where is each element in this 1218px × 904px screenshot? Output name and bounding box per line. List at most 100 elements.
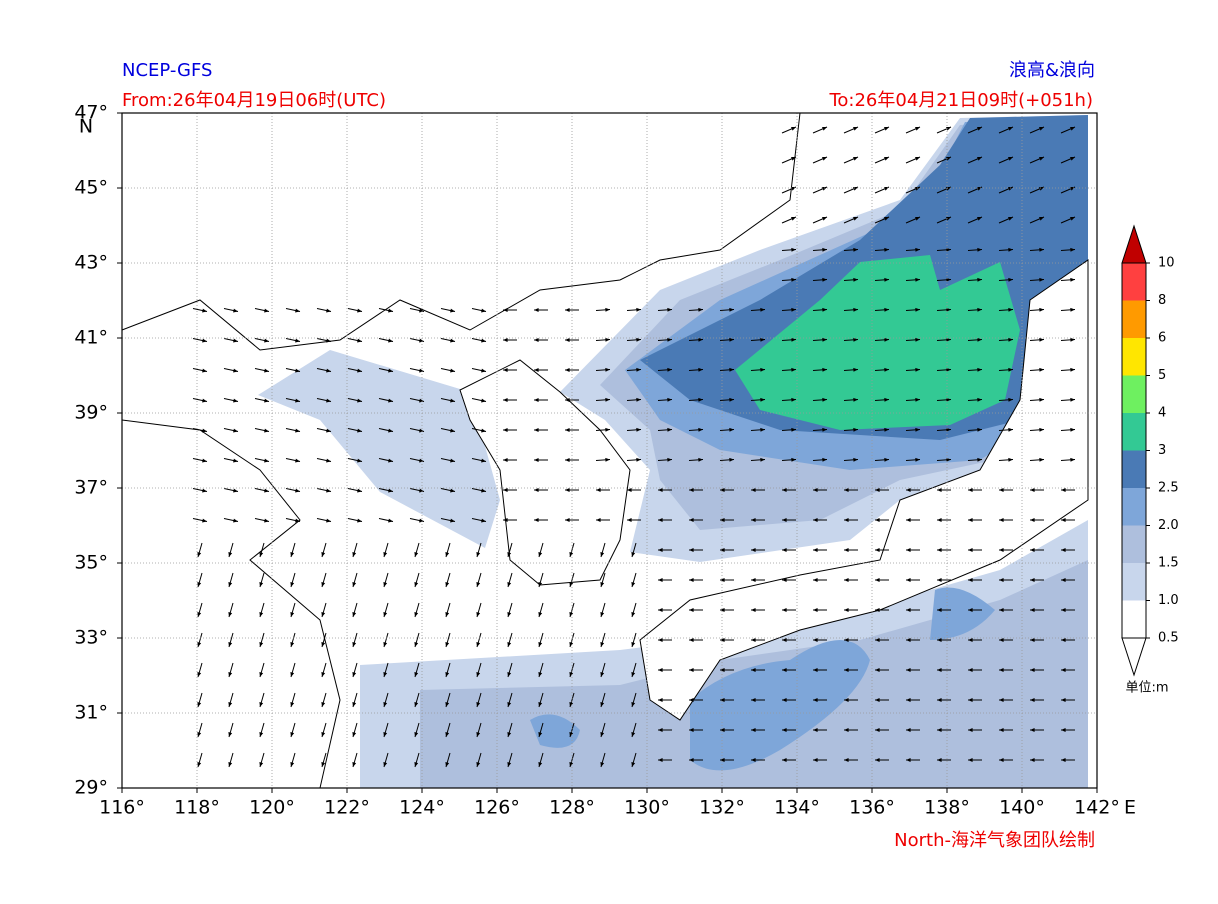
arrow-head [507, 642, 512, 647]
arrow-head [915, 127, 920, 131]
init-time: From:26年04月19日06时(UTC) [122, 90, 386, 111]
arrow-head [534, 368, 539, 372]
arrow-head [419, 308, 424, 313]
arrow-head [658, 518, 663, 522]
arrow-head [197, 582, 202, 587]
arrow-head [658, 608, 663, 612]
arrow-head [667, 337, 672, 342]
arrow-head [760, 457, 765, 462]
arrow-head [751, 518, 756, 522]
arrow-head [968, 638, 973, 642]
arrow-head [689, 668, 694, 672]
arrow-head [197, 612, 202, 617]
arrow-head [946, 457, 951, 462]
arrow-head [906, 578, 911, 582]
arrow-head [853, 127, 858, 131]
arrow-head [667, 427, 672, 432]
arrow-head [689, 638, 694, 642]
colorbar-label: 2.0 [1158, 518, 1179, 533]
colorbar-segment [1122, 563, 1146, 601]
arrow-head [751, 758, 756, 762]
arrow-head [202, 308, 207, 313]
arrow-head [295, 398, 300, 403]
arrow-head [636, 367, 641, 372]
arrow-head [915, 157, 920, 161]
arrow-head [605, 427, 610, 432]
arrow-head [569, 552, 574, 557]
arrow-head [822, 217, 827, 221]
arrow-head [631, 552, 636, 557]
arrow-head [259, 612, 264, 617]
arrow-head [631, 732, 636, 737]
arrow-head [822, 247, 827, 252]
arrow-head [1008, 307, 1013, 312]
arrow-head [450, 458, 455, 463]
arrow-head [844, 698, 849, 702]
arrow-head [906, 548, 911, 552]
arrow-head [202, 458, 207, 463]
arrow-head [1039, 337, 1044, 342]
arrow-head [977, 397, 982, 402]
arrow-head [383, 612, 388, 617]
arrow-head [968, 698, 973, 702]
arrow-head [853, 247, 858, 252]
arrow-head [782, 638, 787, 642]
arrow-head [476, 582, 481, 587]
arrow-head [1030, 548, 1035, 552]
arrow-head [450, 368, 455, 373]
arrow-head [445, 732, 450, 737]
arrow-head [1008, 367, 1013, 372]
arrow-head [977, 127, 982, 131]
y-tick-label: 43° [74, 252, 108, 274]
colorbar-segment [1122, 375, 1146, 413]
arrow-head [636, 457, 641, 462]
arrow-head [1061, 668, 1066, 672]
arrow-head [813, 488, 818, 492]
arrow-head [636, 307, 641, 312]
arrow-head [1030, 488, 1035, 492]
arrow-head [751, 698, 756, 702]
arrow-head [689, 758, 694, 762]
colorbar-segment [1122, 413, 1146, 451]
arrow-head [414, 672, 419, 677]
arrow-head [1061, 728, 1066, 732]
arrow-head [999, 488, 1004, 492]
arrow-head [321, 762, 326, 767]
arrow-head [999, 638, 1004, 642]
arrow-head [326, 488, 331, 493]
arrow-head [906, 638, 911, 642]
arrow-head [884, 367, 889, 372]
arrow-head [906, 488, 911, 492]
arrow-head [295, 458, 300, 463]
arrow-head [352, 762, 357, 767]
arrow-head [875, 548, 880, 552]
arrow-head [414, 702, 419, 707]
arrow-head [1070, 127, 1075, 131]
arrow-head [419, 398, 424, 403]
arrow-head [884, 157, 889, 161]
arrow-head [1070, 427, 1075, 432]
arrow-head [791, 427, 796, 432]
arrow-head [968, 488, 973, 492]
arrow-head [853, 277, 858, 282]
arrow-head [357, 308, 362, 313]
arrow-head [844, 668, 849, 672]
arrow-head [565, 368, 570, 372]
arrow-head [720, 578, 725, 582]
arrow-head [503, 518, 508, 522]
arrow-head [357, 518, 362, 523]
arrow-head [946, 367, 951, 372]
arrow-head [1008, 337, 1013, 342]
arrow-head [782, 608, 787, 612]
arrow-head [538, 642, 543, 647]
arrow-head [326, 518, 331, 523]
arrow-head [264, 458, 269, 463]
arrow-head [290, 702, 295, 707]
x-tick-label: 136° [849, 797, 895, 819]
arrow-head [1008, 157, 1013, 161]
arrow-head [290, 552, 295, 557]
arrow-head [388, 428, 393, 433]
arrow-head [1030, 668, 1035, 672]
arrow-head [875, 608, 880, 612]
arrow-head [844, 608, 849, 612]
